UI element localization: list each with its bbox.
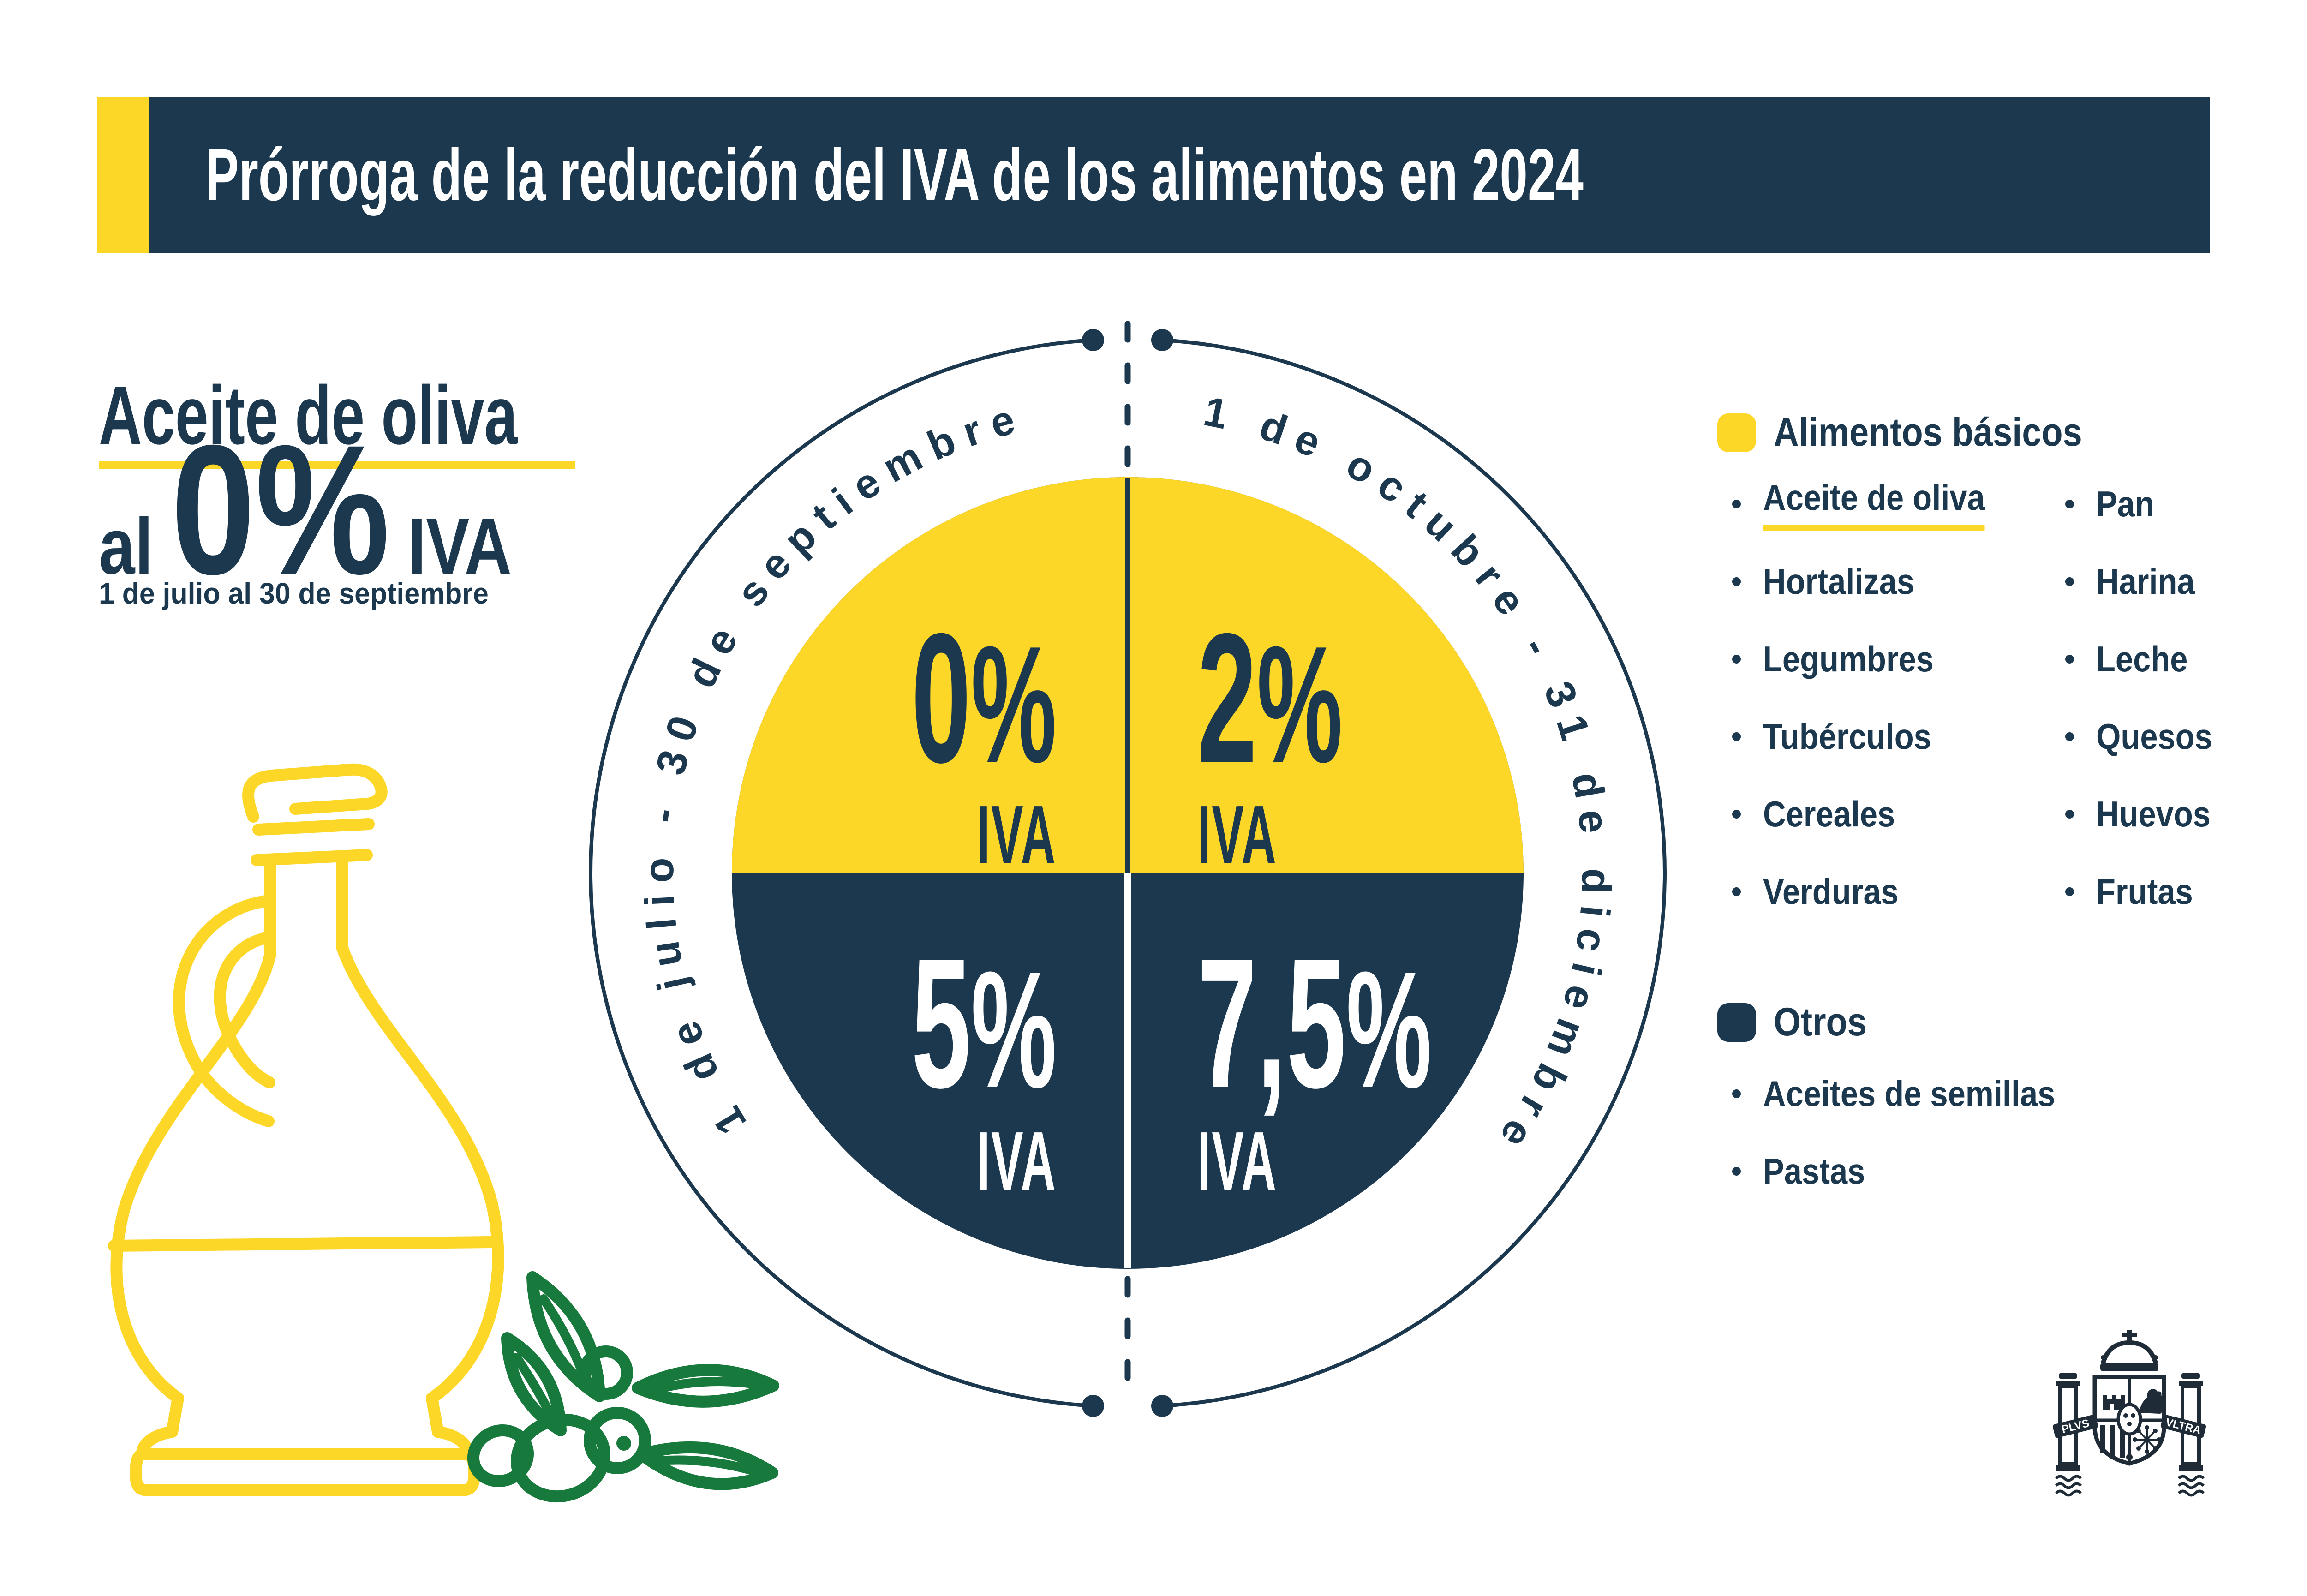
bullet-icon — [1732, 654, 1741, 664]
rate-2: 2% — [1197, 595, 1343, 801]
bullet-icon — [1732, 1089, 1741, 1098]
legend-item: Hortalizas — [1728, 543, 2015, 620]
bullet-icon — [1732, 887, 1741, 896]
unit-iva: IVA — [977, 1115, 1057, 1208]
bullet-icon — [1732, 577, 1741, 586]
rate-5: 5% — [911, 921, 1057, 1127]
legend-item: Pastas — [1728, 1132, 2095, 1210]
highlight-unit: IVA — [408, 502, 512, 591]
legend-basicos-title: Alimentos básicos — [1774, 410, 2082, 454]
highlight-subtitle: al 0% IVA — [99, 418, 512, 602]
legend-item: Legumbres — [1728, 620, 2015, 698]
legend-item: Huevos — [2062, 775, 2228, 853]
left-quadrant-labels: 0% IVA 5% IVA — [911, 595, 1057, 1207]
legend-item: Pan — [2062, 465, 2228, 543]
header-bar: Prórroga de la reducción del IVA de los … — [97, 97, 2210, 253]
legend-item: Tubérculos — [1728, 698, 2015, 775]
bullet-icon — [1732, 1166, 1741, 1176]
highlight-subtitle-prefix: al — [99, 502, 153, 591]
legend-basicos-column-1: Aceite de oliva Hortalizas Legumbres Tub… — [1728, 465, 2015, 930]
alimentos-basicos-swatch-icon — [1717, 413, 1756, 452]
legend-item-label: Pastas — [1763, 1150, 1865, 1191]
legend-item-label: Aceites de semillas — [1763, 1073, 2056, 1114]
legend-item: Cereales — [1728, 775, 2015, 853]
ring-endpoint-dot — [1151, 329, 1173, 351]
legend-item-label: Huevos — [2096, 793, 2211, 834]
vat-wheel-diagram: 1 de julio - 30 de septiembre 1 de octub… — [589, 321, 1667, 1417]
bullet-icon — [2065, 809, 2074, 819]
legend-item-label: Frutas — [2096, 871, 2193, 912]
legend-otros-header: Otros — [1717, 999, 1879, 1045]
legend-item-label: Legumbres — [1763, 638, 1934, 679]
bullet-icon — [1732, 732, 1741, 741]
ring-endpoint-dot — [1082, 329, 1104, 351]
legend-otros-title: Otros — [1774, 1000, 1867, 1044]
legend-item-label: Quesos — [2096, 716, 2212, 757]
legend-item: Frutas — [2062, 853, 2228, 930]
unit-iva: IVA — [977, 789, 1057, 882]
legend-item-label: Verduras — [1763, 871, 1899, 912]
legend-basicos-column-2: Pan Harina Leche Quesos Huevos Frutas — [2062, 465, 2228, 930]
ring-endpoint-dot — [1151, 1395, 1173, 1417]
legend-item-label: Pan — [2096, 483, 2154, 524]
legend-basicos-header: Alimentos básicos — [1717, 410, 2124, 455]
bottle-outline-icon — [108, 763, 504, 1496]
legend-item: Quesos — [2062, 698, 2228, 775]
highlight-rate: 0% — [171, 406, 390, 613]
otros-swatch-icon — [1717, 1003, 1756, 1042]
plus-banner: PLVS — [2052, 1414, 2098, 1438]
legend-item-label: Leche — [2096, 638, 2188, 679]
bullet-icon — [1732, 499, 1741, 508]
rate-7-5: 7,5% — [1197, 921, 1432, 1127]
legend-item: Aceites de semillas — [1728, 1055, 2095, 1132]
right-quadrant-labels: 2% IVA 7,5% IVA — [1197, 595, 1432, 1207]
highlight-title-underline — [99, 461, 575, 469]
legend-item: Verduras — [1728, 853, 2015, 930]
legend-item: Leche — [2062, 620, 2228, 698]
highlight-title: Aceite de oliva — [99, 369, 518, 462]
bullet-icon — [2065, 499, 2074, 508]
bullet-icon — [1732, 809, 1741, 819]
unit-iva: IVA — [1197, 789, 1277, 882]
legend-item: Aceite de oliva — [1728, 465, 2015, 543]
highlight-period: 1 de julio al 30 de septiembre — [99, 577, 489, 610]
olive-oil-bottle-illustration — [108, 763, 779, 1503]
header-yellow-accent — [97, 97, 149, 253]
olive-branch-icon — [467, 1271, 779, 1503]
legend-item-label: Aceite de oliva — [1763, 477, 1985, 531]
spain-coat-of-arms-icon: PLVS VLTRA — [2052, 1330, 2206, 1497]
legend-item-label: Cereales — [1763, 793, 1895, 834]
legend-item-label: Harina — [2096, 561, 2195, 602]
bullet-icon — [2065, 654, 2074, 664]
legend-otros-list: Aceites de semillas Pastas — [1728, 1055, 2095, 1210]
bullet-icon — [2065, 887, 2074, 896]
legend-item-label: Hortalizas — [1763, 561, 1915, 602]
legend-item-label: Tubérculos — [1763, 716, 1931, 757]
rate-0: 0% — [911, 595, 1057, 801]
page-title: Prórroga de la reducción del IVA de los … — [205, 133, 1584, 216]
unit-iva: IVA — [1197, 1115, 1277, 1208]
outer-ring-right-arc — [1162, 338, 1667, 1408]
bullet-icon — [2065, 577, 2074, 586]
outer-ring-left-arc — [589, 338, 1094, 1408]
coat-of-arms-group: PLVS VLTRA — [2052, 1330, 2206, 1497]
ring-endpoint-dot — [1082, 1395, 1104, 1417]
bullet-icon — [2065, 732, 2074, 741]
legend-item: Harina — [2062, 543, 2228, 620]
